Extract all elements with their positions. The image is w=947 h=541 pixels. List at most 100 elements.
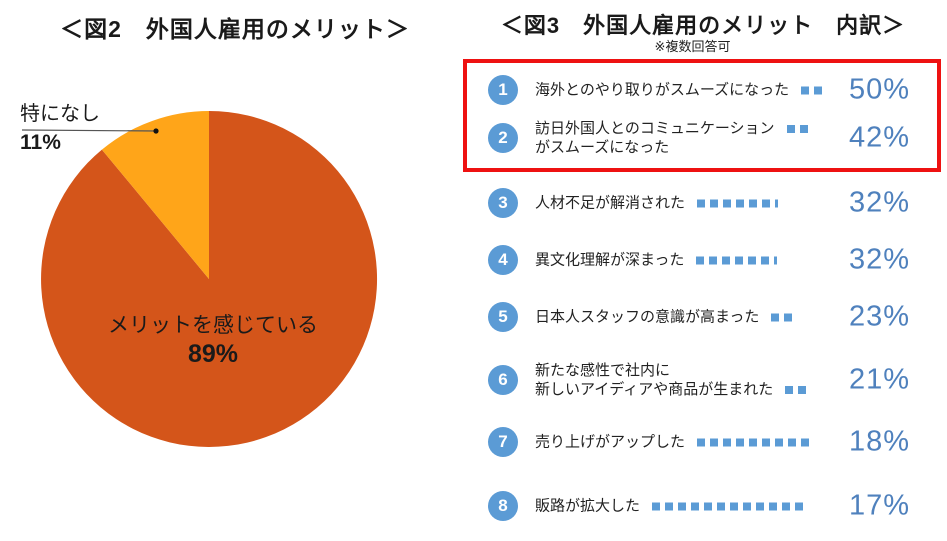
pie-slice-89% [41,111,378,447]
percent-value: 32% [848,186,910,219]
leader-dot [756,502,765,511]
pie-chart [21,111,378,447]
answer-text-line: 海外とのやり取りがスムーズになった [535,81,823,100]
leader-dot [749,438,758,447]
answer-text: 日本人スタッフの意識が高まった [535,308,793,327]
answer-text: 売り上げがアップした [535,433,810,452]
leader-dot [736,438,745,447]
leader-dot-half [774,256,778,265]
answer-text-line: 訪日外国人とのコミュニケーション [535,119,808,138]
answer-text-line: 新しいアイディアや商品が生まれた [535,380,807,399]
leader-dot [761,256,770,265]
leader-dot [697,199,706,208]
leader-dot [784,313,793,322]
rank-row-2: 2 訪日外国人とのコミュニケーション がスムーズになった 42% [478,114,910,162]
leader-dot [795,502,804,511]
figure3-title: ＜図3 外国人雇用のメリット 内訳＞ [500,13,906,38]
leader-dot [814,86,823,95]
percent-value: 32% [848,243,910,276]
answer-text-line: 異文化理解が深まった [535,251,778,270]
leader-dot [652,502,661,511]
leader-dot [735,256,744,265]
callout-leader-line [21,129,157,132]
leader-dot [748,256,757,265]
rank-badge: 1 [488,75,518,105]
leader-dot [736,199,745,208]
pie-callout: 特になし 11% [20,102,100,155]
leader-dot-half [775,199,779,208]
leader-dot [785,386,794,395]
leader-dot [696,256,705,265]
leader-dot [788,438,797,447]
leader-dot [697,438,706,447]
pie-main-slice-value: 89% [187,340,239,368]
leader-dot [709,256,718,265]
leader-dot [782,502,791,511]
leader-dot [798,386,807,395]
answer-text: 訪日外国人とのコミュニケーション がスムーズになった [535,119,808,157]
leader-dot [743,502,752,511]
rank-badge: 8 [488,491,518,521]
leader-dot [723,438,732,447]
leader-dot [771,313,780,322]
percent-value: 50% [848,73,910,106]
rank-row-3: 3 人材不足が解消された 32% [478,179,910,227]
leader-dot [801,438,810,447]
rank-row-1: 1 海外とのやり取りがスムーズになった 50% [478,66,910,114]
leader-dot [786,125,795,134]
rank-row-4: 4 異文化理解が深まった 32% [478,236,910,284]
answer-text-line: 日本人スタッフの意識が高まった [535,308,793,327]
leader-dot [678,502,687,511]
pie-center-label: メリットを感じている 89% [38,314,388,369]
leader-dot [769,502,778,511]
leader-dot [775,438,784,447]
pie-callout-value: 11% [20,131,61,154]
rank-badge: 3 [488,188,518,218]
answer-text-line: 新たな感性で社内に [535,362,671,379]
leader-dot [799,125,808,134]
leader-dot [762,438,771,447]
top2-highlight-box [463,59,941,172]
figure2-title: ＜図2 外国人雇用のメリット＞ [60,16,410,42]
percent-value: 18% [848,425,910,458]
answer-text: 新たな感性で社内に 新しいアイディアや商品が生まれた [535,361,807,399]
percent-value: 42% [848,121,910,154]
answer-text: 販路が拡大した [535,497,804,516]
leader-dot [801,86,810,95]
rank-badge: 6 [488,365,518,395]
leader-dot [722,256,731,265]
callout-leader-dot [153,128,159,134]
pie-slice-11% [101,111,209,279]
percent-value: 21% [848,363,910,396]
rank-badge: 2 [488,123,518,153]
leader-dot [762,199,771,208]
leader-dot [730,502,739,511]
answer-text: 人材不足が解消された [535,194,779,213]
rank-badge: 4 [488,245,518,275]
leader-dot [710,199,719,208]
leader-dot [749,199,758,208]
answer-text: 海外とのやり取りがスムーズになった [535,81,823,100]
rank-badge: 7 [488,427,518,457]
figure3-note: ※複数回答可 [654,39,731,54]
percent-value: 23% [848,300,910,333]
answer-text-line: 販路が拡大した [535,497,804,516]
leader-dot [704,502,713,511]
pie-callout-label: 特になし [20,103,100,125]
leader-dot [723,199,732,208]
answer-text-line: 人材不足が解消された [535,194,779,213]
leader-dot [710,438,719,447]
rank-badge: 5 [488,302,518,332]
leader-dot [665,502,674,511]
pie-main-slice-label: メリットを感じている [108,314,318,337]
leader-dot [717,502,726,511]
rank-row-7: 7 売り上げがアップした 18% [478,418,910,466]
rank-row-8: 8 販路が拡大した 17% [478,482,910,530]
rank-row-6: 6 新たな感性で社内に 新しいアイディアや商品が生まれた 21% [478,356,910,404]
answer-text-line: 売り上げがアップした [535,433,810,452]
answer-text-line: がスムーズになった [535,139,670,156]
rank-row-5: 5 日本人スタッフの意識が高まった 23% [478,293,910,341]
percent-value: 17% [848,489,910,522]
answer-text: 異文化理解が深まった [535,251,778,270]
